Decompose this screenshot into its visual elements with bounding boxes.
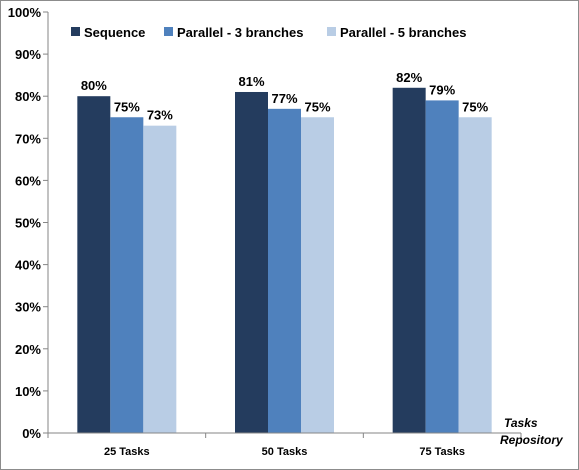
x-axis-title-line: Repository <box>500 433 564 447</box>
y-tick-label: 20% <box>15 342 41 357</box>
y-tick-label: 80% <box>15 89 41 104</box>
legend-swatch <box>71 27 80 36</box>
bar-parallel-3-branches-75-tasks <box>425 100 459 433</box>
legend-label: Sequence <box>84 25 145 40</box>
bars <box>77 87 492 434</box>
y-tick-label: 50% <box>15 216 41 231</box>
legend-label: Parallel - 5 branches <box>340 25 466 40</box>
y-tick-label: 90% <box>15 47 41 62</box>
legend-label: Parallel - 3 branches <box>177 25 303 40</box>
x-axis-ticks: 25 Tasks 50 Tasks 75 Tasks <box>47 433 522 458</box>
x-axis-title-line: Tasks <box>504 416 538 430</box>
bar-sequence-75-tasks <box>392 87 426 433</box>
x-axis-title: Tasks Repository <box>500 416 564 447</box>
data-labels: 80% 75% 73% 81% 77% 75% 82% 79% 75% <box>81 70 489 123</box>
data-label-parallel-5-branches-75-tasks: 75% <box>462 99 488 114</box>
data-label-sequence-50-tasks: 81% <box>238 74 264 89</box>
bar-parallel-3-branches-50-tasks <box>268 108 301 433</box>
legend-item-sequence: Sequence <box>71 25 145 40</box>
x-tick-label-50-tasks: 50 Tasks <box>262 446 308 458</box>
bar-sequence-25-tasks <box>77 96 111 433</box>
y-tick-label: 70% <box>15 131 41 146</box>
y-tick-label: 60% <box>15 173 41 188</box>
bar-parallel-3-branches-25-tasks <box>110 117 144 433</box>
legend-item-parallel-3-branches: Parallel - 3 branches <box>164 25 303 40</box>
y-tick-label: 100% <box>8 5 42 20</box>
x-tick-label-75-tasks: 75 Tasks <box>419 446 465 458</box>
data-label-parallel-3-branches-75-tasks: 79% <box>429 82 455 97</box>
axes <box>47 12 521 434</box>
bar-parallel-5-branches-75-tasks <box>458 117 492 433</box>
legend-swatch <box>164 27 173 36</box>
data-label-parallel-5-branches-25-tasks: 73% <box>147 108 173 123</box>
data-label-sequence-25-tasks: 80% <box>81 78 107 93</box>
data-label-parallel-3-branches-25-tasks: 75% <box>114 99 140 114</box>
legend-item-parallel-5-branches: Parallel - 5 branches <box>327 25 466 40</box>
y-tick-label: 0% <box>22 426 41 441</box>
y-tick-label: 40% <box>15 258 41 273</box>
legend: Sequence Parallel - 3 branches Parallel - … <box>71 25 466 40</box>
bar-parallel-5-branches-50-tasks <box>301 117 334 433</box>
data-label-parallel-3-branches-50-tasks: 77% <box>271 91 297 106</box>
legend-swatch <box>327 27 336 36</box>
y-tick-label: 10% <box>15 384 41 399</box>
data-label-sequence-75-tasks: 82% <box>396 70 422 85</box>
data-label-parallel-5-branches-50-tasks: 75% <box>304 99 330 114</box>
bar-parallel-5-branches-25-tasks <box>143 125 177 434</box>
y-axis-ticks: 0% 10% 20% 30% 40% 50% 60% 70% 80% 90% 100% <box>8 5 48 441</box>
bar-sequence-50-tasks <box>235 91 268 434</box>
x-tick-label-25-tasks: 25 Tasks <box>104 446 150 458</box>
y-tick-label: 30% <box>15 300 41 315</box>
